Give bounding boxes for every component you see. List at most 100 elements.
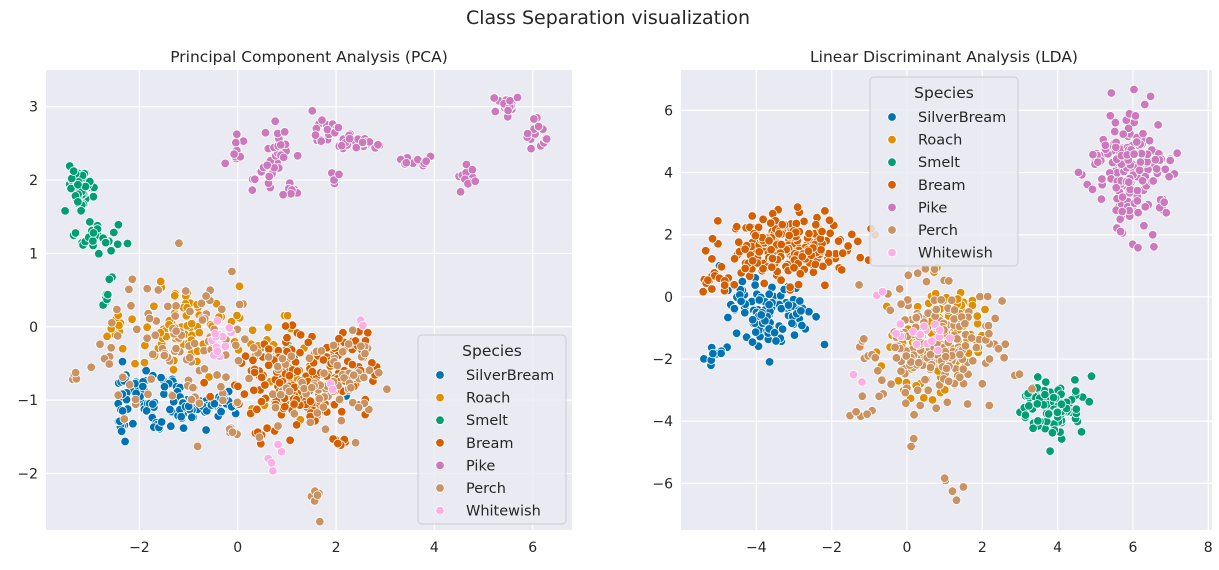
lda-point-silverbream [754, 295, 765, 305]
lda-point-perch [896, 299, 906, 309]
pca-point-perch [119, 414, 130, 424]
lda-point-perch [962, 399, 973, 409]
pca-point-pike [276, 140, 286, 150]
pca-panel: −2 0 2 4 6 −2 −1 0 1 2 3 Principal Component Analy… [17, 48, 572, 556]
pca-point-perch [350, 438, 361, 448]
lda-point-bream [707, 234, 718, 244]
lda-point-bream [784, 230, 794, 241]
pca-point-bream [233, 381, 243, 392]
pca-point-perch [159, 350, 170, 361]
pca-point-roach [194, 327, 205, 338]
pca-point-perch [126, 301, 136, 311]
lda-title: Linear Discriminant Analysis (LDA) [810, 48, 1078, 66]
pca-point-perch [336, 415, 347, 426]
lda-point-perch [885, 305, 896, 316]
lda-point-smelt [1071, 386, 1081, 396]
pca-point-perch [188, 382, 198, 393]
pca-point-pike [529, 114, 539, 124]
pca-point-perch [244, 373, 254, 384]
pca-legend-label-silverbream: SilverBream [466, 368, 554, 384]
pca-point-bream [284, 371, 295, 381]
pca-point-pike [401, 157, 412, 168]
lda-point-pike [1172, 148, 1182, 158]
pca-point-roach [263, 322, 273, 333]
lda-point-pike [1117, 192, 1128, 202]
pca-point-pike [421, 156, 431, 166]
pca-point-perch [233, 356, 244, 366]
lda-y-tick-label: −2 [652, 352, 673, 368]
lda-point-perch [903, 295, 913, 305]
lda-legend-label-whitewish: Whitewish [918, 246, 993, 262]
lda-point-whitewish [857, 377, 867, 387]
lda-point-pike [1132, 137, 1142, 147]
lda-point-silverbream [783, 300, 794, 310]
pca-legend-label-smelt: Smelt [466, 413, 508, 429]
lda-point-silverbream [740, 308, 750, 318]
pca-point-bream [280, 321, 291, 331]
pca-legend-title: Species [462, 342, 522, 360]
pca-point-perch [142, 283, 152, 294]
pca-point-smelt [88, 236, 98, 246]
lda-point-bream [837, 265, 847, 275]
pca-point-perch [171, 343, 181, 354]
pca-point-perch [360, 348, 370, 359]
pca-point-whitewish [220, 341, 231, 352]
pca-point-roach [139, 357, 150, 368]
lda-point-perch [947, 486, 958, 496]
lda-point-whitewish [895, 319, 906, 329]
lda-legend: Species SilverBream Roach Smelt Bream Pike Per… [869, 76, 1019, 267]
pca-point-smelt [88, 228, 99, 238]
pca-point-perch [356, 341, 366, 352]
lda-point-silverbream [777, 324, 788, 334]
lda-point-perch [983, 291, 993, 302]
lda-point-perch [958, 482, 969, 492]
lda-point-silverbream [789, 330, 800, 340]
pca-point-pike [316, 136, 326, 146]
lda-point-perch [944, 276, 954, 286]
lda-point-silverbream [751, 327, 761, 337]
lda-point-bream [732, 221, 742, 232]
lda-point-perch [901, 351, 911, 361]
lda-point-pike [1115, 226, 1126, 237]
lda-point-bream [776, 275, 786, 285]
pca-point-perch [316, 346, 327, 356]
pca-point-silverbream [141, 406, 152, 416]
lda-points [698, 84, 1182, 505]
pca-point-perch [334, 394, 345, 405]
lda-point-pike [1093, 157, 1103, 167]
pca-point-perch [146, 374, 156, 384]
pca-point-pike [220, 158, 230, 169]
lda-x-tick-label: 6 [1128, 540, 1137, 556]
pca-point-pike [250, 174, 260, 185]
pca-point-perch [254, 432, 265, 442]
lda-point-bream [766, 245, 776, 255]
pca-point-pike [344, 133, 355, 144]
lda-point-bream [740, 263, 750, 274]
pca-point-perch [194, 398, 205, 409]
lda-point-perch [941, 363, 952, 374]
lda-point-bream [707, 284, 717, 294]
pca-point-smelt [103, 289, 113, 300]
pca-point-perch [374, 368, 384, 378]
lda-point-perch [949, 305, 960, 315]
pca-point-smelt [94, 248, 104, 259]
pca-point-bream [289, 399, 299, 409]
lda-point-pike [1159, 197, 1169, 207]
lda-point-silverbream [764, 300, 774, 310]
lda-legend-label-silverbream: SilverBream [918, 110, 1006, 126]
lda-point-pike [1140, 99, 1150, 110]
lda-point-roach [927, 395, 938, 405]
pca-point-perch [319, 368, 329, 378]
lda-point-bream [843, 241, 853, 251]
lda-point-pike [1111, 183, 1121, 193]
lda-point-perch [1014, 369, 1025, 379]
pca-point-pike [467, 164, 478, 175]
pca-point-bream [280, 402, 290, 412]
pca-point-roach [127, 314, 137, 324]
pca-point-pike [357, 137, 368, 148]
lda-point-bream [759, 278, 769, 289]
lda-point-perch [873, 366, 883, 376]
lda-point-silverbream [708, 348, 718, 359]
lda-point-silverbream [716, 348, 726, 359]
pca-point-bream [334, 334, 344, 344]
